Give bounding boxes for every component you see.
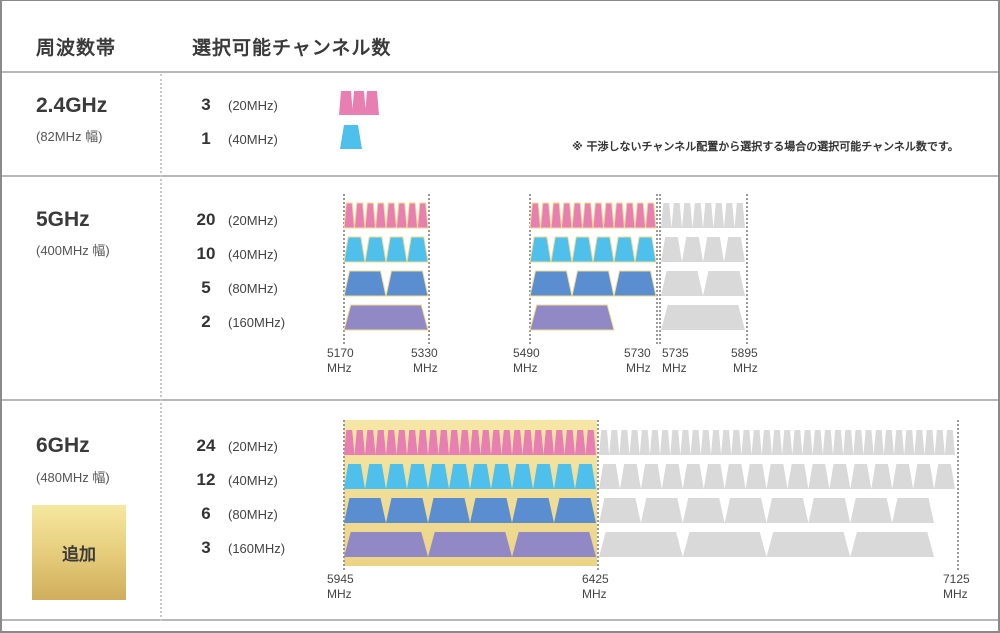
channel-width: (40MHz) — [228, 247, 278, 262]
channel-count: 2 — [201, 312, 211, 331]
channel-width: (80MHz) — [228, 281, 278, 296]
channel-count: 6 — [201, 504, 211, 523]
added-badge: 追加 — [32, 505, 126, 600]
axis-label: 5170 MHz — [327, 346, 354, 375]
channel-width: (20MHz) — [228, 98, 278, 113]
channel-graphic-6g — [344, 430, 596, 557]
channel-count: 5 — [201, 278, 211, 297]
channel-count: 12 — [196, 470, 216, 489]
band-name-6g: 6GHz — [36, 434, 90, 457]
channel-width: (40MHz) — [228, 473, 278, 488]
channel-width: (80MHz) — [228, 507, 278, 522]
channel-count: 10 — [196, 244, 216, 263]
axis-label: 5490 MHz — [513, 346, 540, 375]
channel-count: 20 — [196, 210, 216, 229]
axis-marker — [343, 420, 345, 570]
header-band: 周波数帯 — [36, 37, 117, 59]
axis-label: 5730 MHz — [624, 346, 651, 375]
channel-width: (20MHz) — [228, 213, 278, 228]
band-width-5g: (400MHz 幅) — [36, 243, 110, 258]
header-channels: 選択可能チャンネル数 — [192, 37, 392, 59]
channel-graphic-2g — [339, 91, 379, 149]
channel-graphic-6g-unavailable — [599, 430, 955, 557]
axis-label: 5735 MHz — [662, 346, 689, 375]
axis-marker — [428, 194, 430, 344]
band-width-2g: (82MHz 幅) — [36, 129, 103, 144]
channel-count: 24 — [196, 436, 216, 455]
divider — [2, 399, 998, 401]
channel-width: (160MHz) — [228, 315, 286, 330]
axis-label: 5895 MHz — [731, 346, 758, 375]
band-width-6g: (480MHz 幅) — [36, 470, 110, 485]
band-name-5g: 5GHz — [36, 208, 90, 231]
axis-marker — [659, 194, 661, 344]
footnote: ※ 干渉しないチャンネル配置から選択する場合の選択可能チャンネル数です。 — [572, 140, 959, 153]
axis-marker — [746, 194, 748, 344]
channel-count: 3 — [201, 95, 211, 114]
axis-label: 5330 MHz — [411, 346, 438, 375]
divider — [2, 71, 998, 73]
channel-width: (40MHz) — [228, 132, 278, 147]
axis-marker — [957, 420, 959, 570]
axis-marker — [529, 194, 531, 344]
divider — [2, 175, 998, 177]
column-divider — [160, 74, 162, 621]
channel-graphic-5g-low — [343, 202, 429, 331]
channel-width: (20MHz) — [228, 439, 278, 454]
channel-width: (160MHz) — [228, 541, 286, 556]
divider — [2, 619, 998, 621]
axis-label: 6425 MHz — [582, 572, 609, 601]
axis-label: 7125 MHz — [943, 572, 970, 601]
axis-marker — [656, 194, 658, 344]
axis-marker — [597, 420, 599, 570]
channel-count: 3 — [201, 538, 211, 557]
band-name-2g: 2.4GHz — [36, 94, 108, 117]
channel-graphic-5g-high — [529, 202, 657, 331]
axis-marker — [343, 194, 345, 344]
channel-count: 1 — [201, 129, 211, 148]
channel-graphic-5g-unavailable — [661, 203, 745, 330]
axis-label: 5945 MHz — [327, 572, 354, 601]
